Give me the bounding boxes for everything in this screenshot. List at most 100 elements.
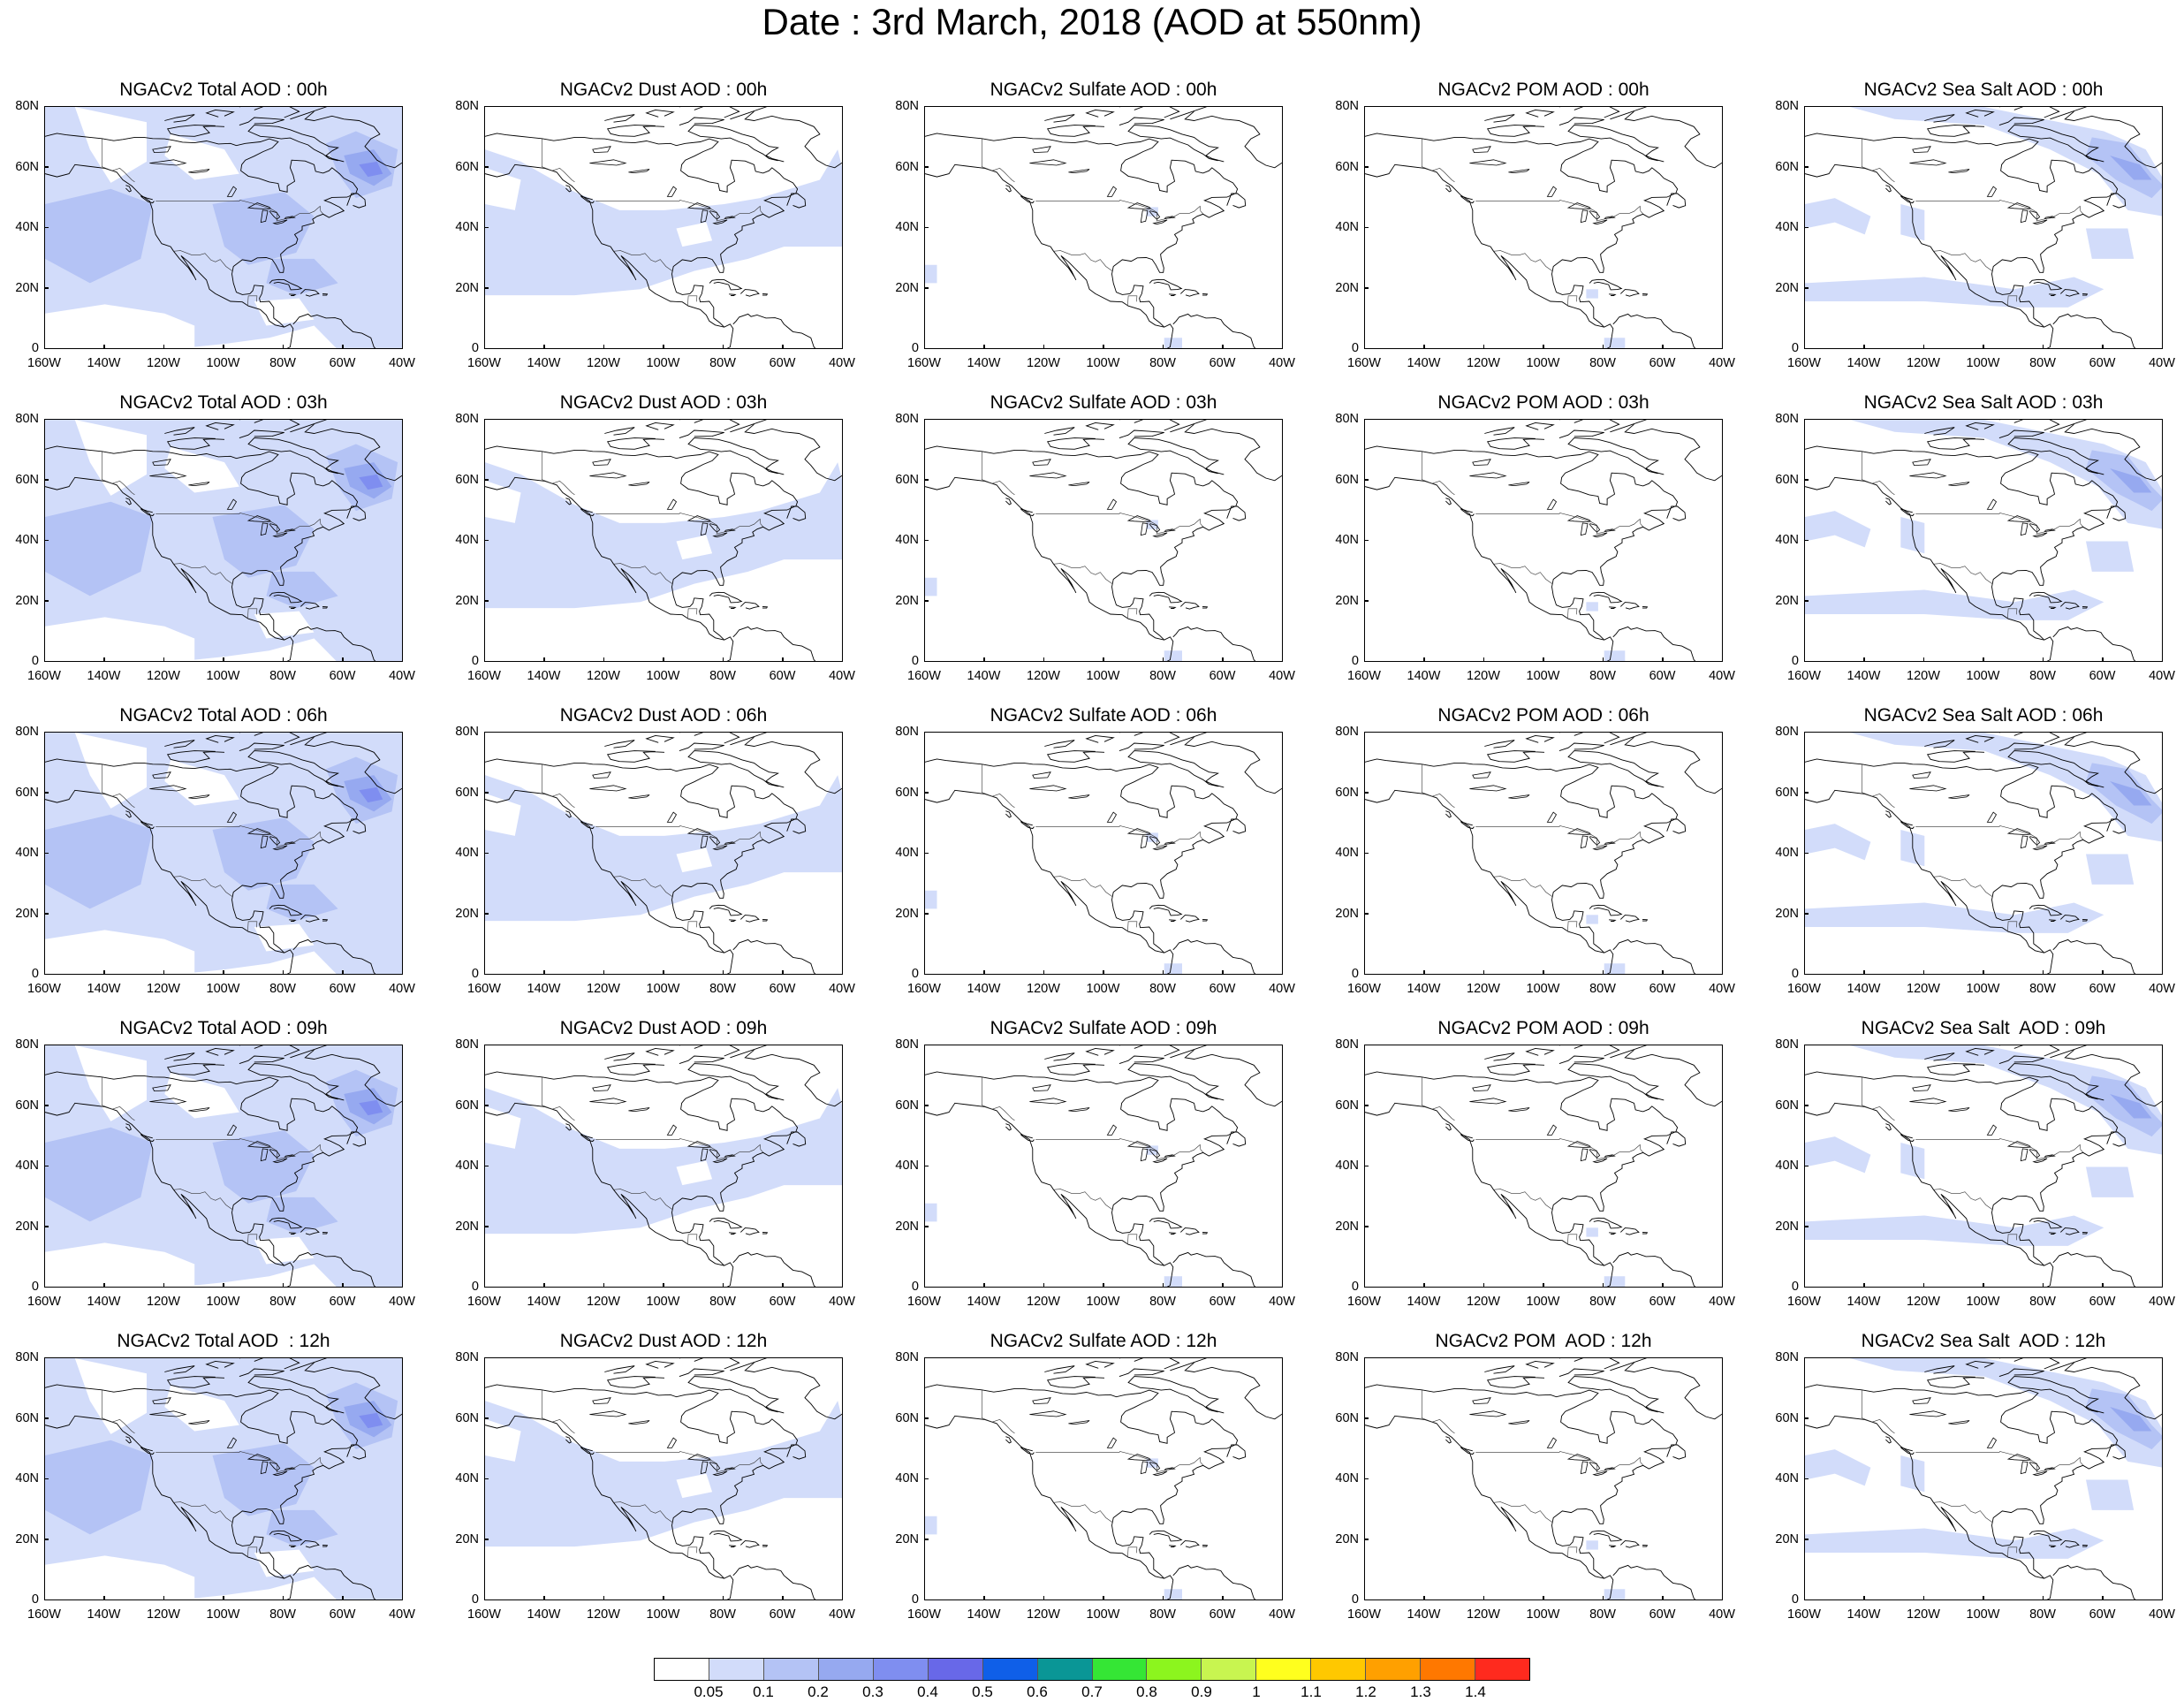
coastline	[289, 919, 297, 922]
map-frame	[1804, 732, 2163, 975]
coastline	[580, 195, 595, 204]
country-border	[1567, 295, 1578, 307]
aod-shading-region	[676, 1160, 713, 1186]
country-border	[247, 295, 258, 307]
coastline	[125, 498, 132, 505]
lon-tick-label: 140W	[1407, 1607, 1441, 1622]
coastline	[1666, 1444, 1687, 1460]
lake-outline	[1604, 841, 1616, 846]
aod-shading-region	[1164, 1276, 1182, 1287]
coastline	[1484, 427, 1515, 436]
lon-tick-mark	[1803, 970, 1805, 975]
lon-tick-label: 60W	[329, 1295, 356, 1309]
country-border	[2007, 608, 2018, 619]
country-border	[687, 1234, 698, 1245]
lat-tick-label: 0	[1791, 1592, 1799, 1607]
lon-tick-label: 100W	[206, 356, 240, 370]
coastline	[1484, 1365, 1515, 1374]
lat-tick-label: 80N	[1335, 1037, 1359, 1052]
lat-tick-label: 0	[1351, 654, 1359, 668]
coastline	[1119, 1358, 1144, 1362]
panel-title: NGACv2 Dust AOD : 00h	[559, 80, 768, 100]
aod-map-canvas	[925, 1358, 1282, 1599]
lon-tick-mark	[603, 657, 604, 662]
coastline	[604, 1365, 635, 1374]
lat-tick-label: 20N	[1335, 1219, 1359, 1234]
lake-outline	[1580, 522, 1589, 536]
lon-tick-label: 140W	[87, 982, 121, 996]
lon-tick-label: 40W	[829, 669, 855, 683]
coastline	[786, 1444, 807, 1460]
coastline	[1184, 1049, 1282, 1107]
lon-tick-label: 80W	[1589, 1295, 1616, 1309]
lon-tick-label: 140W	[1847, 982, 1881, 996]
lon-tick-mark	[483, 1283, 485, 1288]
coastline	[709, 904, 743, 916]
aod-map-canvas	[485, 1045, 842, 1287]
lon-tick-mark	[722, 1283, 724, 1288]
lat-tick-mark	[1364, 913, 1369, 915]
colorbar-swatch	[1256, 1659, 1312, 1680]
lake-outline	[1152, 532, 1168, 538]
aod-panel-sea-salt-03h: NGACv2 Sea Salt AOD : 03h 80N 60N 40N 20N 0 16…	[1760, 392, 2175, 702]
lon-tick-label: 100W	[1086, 1607, 1120, 1622]
coastline	[679, 733, 704, 736]
coastline	[1619, 289, 1640, 297]
coastline	[687, 125, 785, 163]
lake-outline	[1912, 1397, 1931, 1405]
lon-tick-mark	[1043, 1283, 1044, 1288]
lat-tick-label: 40N	[15, 846, 39, 860]
coastline	[166, 750, 225, 763]
aod-shading-region	[74, 1358, 147, 1434]
aod-shading-region	[2110, 1407, 2152, 1432]
country-border	[1862, 1389, 1895, 1434]
coastline	[1805, 1384, 2119, 1579]
lake-outline	[2032, 1470, 2048, 1477]
coastline	[1558, 107, 1584, 110]
country-border	[1493, 876, 1553, 898]
coastline	[1226, 818, 1247, 834]
coastline	[1127, 1063, 1225, 1101]
lon-tick-mark	[1103, 1596, 1104, 1600]
lat-tick-mark	[484, 347, 489, 349]
lon-tick-label: 60W	[769, 982, 796, 996]
coastline	[140, 1134, 155, 1143]
lon-tick-mark	[1543, 1596, 1544, 1600]
coastline	[2049, 293, 2057, 296]
lon-tick-mark	[43, 657, 45, 662]
coastline	[2052, 1251, 2136, 1287]
lake-outline	[188, 482, 210, 487]
panel-title: NGACv2 Sea Salt AOD : 03h	[1863, 392, 2104, 413]
lat-tick-mark	[924, 287, 929, 289]
lon-tick-mark	[841, 1283, 843, 1288]
coastline	[1612, 626, 1696, 661]
lake-outline	[1068, 482, 1090, 487]
lake-outline	[1164, 528, 1176, 533]
coastline	[164, 114, 195, 123]
coastline	[322, 605, 329, 609]
lat-tick-label: 60N	[1775, 785, 1799, 800]
lake-outline	[628, 1420, 650, 1425]
lon-tick-mark	[1863, 1596, 1865, 1600]
lat-tick-label: 40N	[15, 220, 39, 234]
lat-tick-mark	[44, 1478, 49, 1479]
lake-outline	[1580, 209, 1589, 224]
aod-panel-sulfate-12h: NGACv2 Sulfate AOD : 12h 80N 60N 40N 20N 0 160…	[880, 1331, 1295, 1640]
lake-outline	[1508, 169, 1530, 174]
country-border	[1475, 1138, 1643, 1160]
coastline	[739, 1540, 760, 1548]
lat-tick-mark	[1804, 1165, 1809, 1166]
aod-shading-region	[1849, 107, 2162, 217]
lon-tick-mark	[103, 970, 105, 975]
coastline	[606, 125, 665, 137]
lon-tick-label: 40W	[2149, 356, 2175, 370]
lake-outline	[188, 1420, 210, 1425]
coastline	[125, 1436, 132, 1444]
aod-panel-sea-salt-12h: NGACv2 Sea Salt AOD : 12h 80N 60N 40N 20N 0 16…	[1760, 1331, 2175, 1640]
lon-tick-label: 80W	[709, 1607, 736, 1622]
coastline	[1624, 1049, 1722, 1107]
lake-outline	[1912, 146, 1931, 154]
coastline	[1558, 1055, 1604, 1065]
coastline	[1172, 938, 1256, 974]
map-frame	[924, 419, 1283, 662]
